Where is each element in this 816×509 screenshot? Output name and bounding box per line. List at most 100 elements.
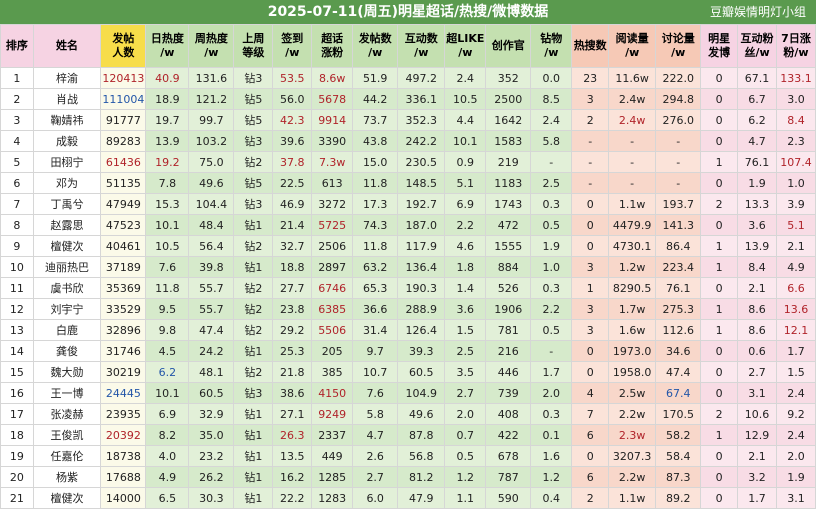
table-cell: 148.5 — [397, 172, 446, 194]
table-cell: 2.7 — [352, 466, 399, 488]
table-cell: 0 — [700, 340, 739, 362]
table-cell: 2.0 — [530, 382, 573, 404]
table-cell: 39.8 — [188, 256, 235, 278]
table-cell: 352 — [485, 67, 532, 89]
table-cell: 成毅 — [32, 130, 102, 152]
table-cell: 0 — [700, 445, 739, 467]
table-cell: 0 — [571, 340, 610, 362]
table-cell: 131.6 — [188, 67, 235, 89]
table-cell: 2.4w — [608, 109, 657, 131]
table-cell: 87.3 — [655, 466, 702, 488]
table-cell: 2.3w — [608, 424, 657, 446]
table-cell: 8.6 — [737, 298, 777, 320]
table-cell: 47949 — [100, 193, 147, 215]
table-cell: 3.2 — [737, 466, 777, 488]
table-cell: 2.4 — [530, 109, 573, 131]
table-cell: 4.7 — [352, 424, 399, 446]
table-cell: - — [655, 151, 702, 173]
table-cell: 89283 — [100, 130, 147, 152]
table-cell: 钻2 — [233, 319, 274, 341]
table-cell: 2.4 — [776, 382, 816, 404]
table-cell: 2.2w — [608, 466, 657, 488]
table-cell: 1 — [700, 151, 739, 173]
column-header: 创作官 — [485, 24, 532, 68]
table-cell: 27.7 — [272, 277, 313, 299]
table-cell: 4730.1 — [608, 235, 657, 257]
table-cell: 王俊凯 — [32, 424, 102, 446]
table-cell: 7 — [0, 193, 34, 215]
table-cell: 10.5 — [444, 88, 487, 110]
table-cell: 檀健次 — [32, 235, 102, 257]
table-cell: 15.0 — [352, 151, 399, 173]
table-cell: 4.6 — [444, 235, 487, 257]
table-cell: 2 — [700, 193, 739, 215]
table-cell: 1.1w — [608, 193, 657, 215]
table-cell: 37.8 — [272, 151, 313, 173]
table-cell: 1.0 — [530, 256, 573, 278]
table-cell: 2.2 — [530, 298, 573, 320]
table-cell: 55.7 — [188, 277, 235, 299]
table-cell: 30.3 — [188, 487, 235, 509]
table-cell: 丁禹兮 — [32, 193, 102, 215]
table-cell: 1 — [700, 319, 739, 341]
table-cell: 2.2 — [444, 214, 487, 236]
table-cell: 187.0 — [397, 214, 446, 236]
table-cell: 170.5 — [655, 403, 702, 425]
table-cell: 1 — [700, 235, 739, 257]
data-table: 排序 姓名 发帖 人数 日热度/w 周热度/w 上周 等级 签到/w 超话 涨粉 发帖数/w 互动数/w… — [0, 24, 816, 509]
table-cell: 钻5 — [233, 109, 274, 131]
table-cell: 1.2w — [608, 256, 657, 278]
table-cell: 0 — [700, 109, 739, 131]
table-row: 7 丁禹兮 47949 15.3 104.4 钻3 46.9 3272 17.3 192.7 6.9… — [0, 193, 816, 215]
table-cell: 56.8 — [397, 445, 446, 467]
table-row: 13 白鹿 32896 9.8 47.4 钻2 29.2 5506 31.4 126.4 1.5 78… — [0, 319, 816, 341]
table-cell: 19.2 — [145, 151, 190, 173]
table-cell: 13.3 — [737, 193, 777, 215]
table-cell: 89.2 — [655, 487, 702, 509]
table-cell: 钻1 — [233, 445, 274, 467]
table-cell: 钻1 — [233, 340, 274, 362]
table-cell: 141.3 — [655, 214, 702, 236]
page-title: 2025-07-11(周五)明星超话/热搜/微博数据 — [267, 4, 549, 20]
table-cell: 10 — [0, 256, 34, 278]
column-header: 明星 发博 — [700, 24, 739, 68]
table-cell: 魏大勋 — [32, 361, 102, 383]
table-cell: 67.1 — [737, 67, 777, 89]
table-cell: 43.8 — [352, 130, 399, 152]
table-cell: 2.3 — [776, 130, 816, 152]
table-cell: 497.2 — [397, 67, 446, 89]
table-cell: 13.9 — [737, 235, 777, 257]
table-cell: 25.3 — [272, 340, 313, 362]
table-cell: 1 — [571, 277, 610, 299]
table-cell: 10.1 — [145, 214, 190, 236]
table-cell: 4479.9 — [608, 214, 657, 236]
table-cell: 51135 — [100, 172, 147, 194]
table-cell: 18738 — [100, 445, 147, 467]
table-cell: 1.4 — [444, 277, 487, 299]
table-cell: 1 — [700, 424, 739, 446]
table-cell: 0 — [700, 466, 739, 488]
table-cell: 133.1 — [776, 67, 816, 89]
table-cell: 0 — [571, 193, 610, 215]
column-header: 互动粉 丝/w — [737, 24, 777, 68]
table-cell: 449 — [311, 445, 354, 467]
table-cell: 46.9 — [272, 193, 313, 215]
table-cell: 103.2 — [188, 130, 235, 152]
table-cell: 1 — [700, 298, 739, 320]
table-cell: 6.5 — [145, 487, 190, 509]
table-cell: 0 — [700, 382, 739, 404]
table-cell: 48.4 — [188, 214, 235, 236]
table-cell: 0.3 — [530, 403, 573, 425]
table-cell: 2.7 — [444, 382, 487, 404]
table-row: 8 赵露思 47523 10.1 48.4 钻1 21.4 5725 74.3 187.0 2.2 4… — [0, 214, 816, 236]
table-cell: 24.2 — [188, 340, 235, 362]
table-cell: 杨紫 — [32, 466, 102, 488]
table-cell: 55.7 — [188, 298, 235, 320]
table-cell: 35369 — [100, 277, 147, 299]
table-cell: 17.3 — [352, 193, 399, 215]
table-cell: - — [655, 172, 702, 194]
table-cell: 13.6 — [776, 298, 816, 320]
table-cell: 10.5 — [145, 235, 190, 257]
table-cell: 2.6 — [352, 445, 399, 467]
table-cell: 1.7 — [737, 487, 777, 509]
